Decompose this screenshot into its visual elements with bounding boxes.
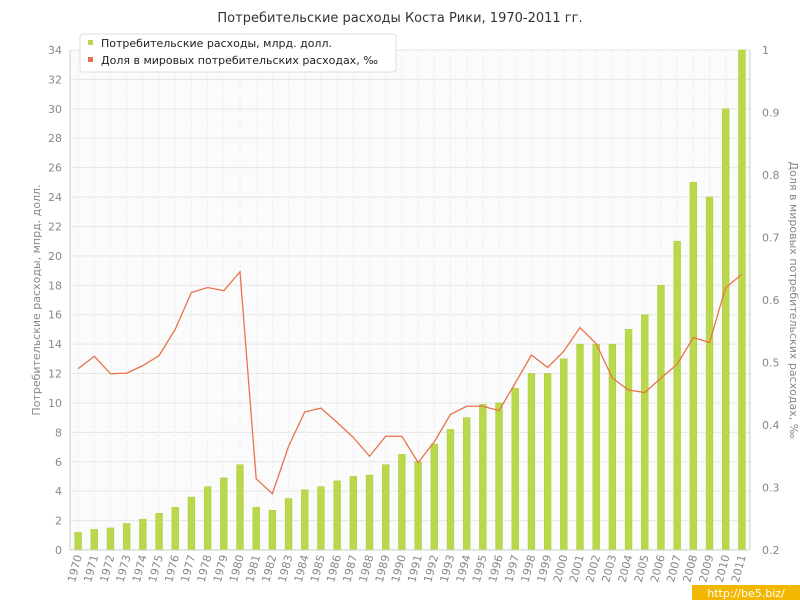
legend-label-line: Доля в мировых потребительских расходах,… bbox=[101, 54, 378, 67]
bar bbox=[641, 314, 649, 551]
bar bbox=[446, 429, 455, 551]
y2-tick-label: 0.2 bbox=[762, 544, 780, 557]
left-axis-label: Потребительские расходы, мпрд. долл. bbox=[30, 184, 43, 415]
y-tick-label: 32 bbox=[48, 73, 62, 86]
y-tick-label: 6 bbox=[55, 456, 62, 469]
bar bbox=[317, 486, 325, 551]
y-tick-label: 20 bbox=[48, 250, 62, 263]
y2-tick-label: 1 bbox=[762, 44, 769, 57]
bar bbox=[171, 507, 179, 551]
line-path bbox=[77, 270, 743, 495]
bar bbox=[463, 417, 471, 551]
watermark: http://be5.biz/ bbox=[692, 585, 800, 600]
y-tick-label: 26 bbox=[48, 162, 62, 175]
bar bbox=[220, 477, 228, 551]
y-tick-label: 18 bbox=[48, 279, 62, 292]
y-tick-label: 34 bbox=[48, 44, 62, 57]
y-tick-label: 4 bbox=[55, 485, 62, 498]
y-tick-label: 10 bbox=[48, 397, 62, 410]
bar bbox=[430, 443, 438, 551]
y-tick-label: 12 bbox=[48, 368, 62, 381]
bar bbox=[689, 182, 697, 551]
bar bbox=[543, 373, 552, 551]
bar bbox=[284, 498, 293, 551]
y2-tick-label: 0.9 bbox=[762, 107, 780, 120]
bar bbox=[511, 387, 519, 551]
x-ticks: 1970197119721973197419751976197719781979… bbox=[65, 553, 749, 583]
bar bbox=[382, 464, 390, 551]
bar bbox=[495, 402, 503, 551]
bar bbox=[657, 285, 665, 551]
bar bbox=[608, 343, 617, 551]
bar bbox=[333, 480, 341, 551]
y-tick-label: 8 bbox=[55, 426, 62, 439]
bar bbox=[203, 486, 212, 551]
bar bbox=[673, 240, 681, 551]
bar bbox=[301, 489, 309, 551]
watermark-text: http://be5.biz/ bbox=[707, 587, 785, 600]
bar bbox=[252, 507, 260, 551]
y2-tick-label: 0.5 bbox=[762, 357, 780, 370]
bar bbox=[560, 358, 568, 551]
y2-tick-label: 0.3 bbox=[762, 482, 780, 495]
legend-swatch-bars bbox=[88, 40, 93, 45]
bar bbox=[236, 464, 244, 551]
bar bbox=[139, 518, 147, 551]
y-tick-label: 30 bbox=[48, 103, 62, 116]
bar bbox=[414, 461, 422, 551]
right-y-ticks: 0.2 0.3 0.4 0.5 0.6 0.7 0.8 0.9 1 bbox=[762, 44, 780, 557]
bar bbox=[592, 343, 600, 551]
bar bbox=[479, 404, 487, 551]
y-tick-label: 14 bbox=[48, 338, 62, 351]
y-tick-label: 28 bbox=[48, 132, 62, 145]
grid bbox=[70, 49, 750, 551]
y-tick-label: 16 bbox=[48, 309, 62, 322]
bar bbox=[74, 532, 82, 551]
bar bbox=[624, 329, 633, 551]
y2-tick-label: 0.6 bbox=[762, 294, 780, 307]
legend-box bbox=[79, 33, 397, 73]
right-axis-label: Доля в мировых потребительских расходах,… bbox=[787, 162, 800, 439]
bar bbox=[576, 343, 584, 551]
bar bbox=[722, 108, 730, 551]
bar-series bbox=[74, 49, 746, 551]
bar bbox=[705, 196, 714, 551]
y2-tick-label: 0.8 bbox=[762, 169, 780, 182]
y2-tick-label: 0.4 bbox=[762, 419, 780, 432]
y-tick-label: 0 bbox=[55, 544, 62, 557]
y-tick-label: 22 bbox=[48, 220, 62, 233]
legend-swatch-line bbox=[88, 57, 93, 62]
axes bbox=[69, 50, 751, 551]
bar bbox=[90, 529, 98, 551]
legend: Потребительские расходы, млрд. долл. Дол… bbox=[79, 33, 397, 73]
plot-area bbox=[70, 50, 750, 550]
y-tick-label: 2 bbox=[55, 515, 62, 528]
y-tick-label: 24 bbox=[48, 191, 62, 204]
bar bbox=[738, 49, 746, 551]
y2-tick-label: 0.7 bbox=[762, 232, 780, 245]
bar bbox=[349, 476, 357, 551]
bar bbox=[187, 496, 196, 551]
line-series bbox=[77, 270, 743, 495]
legend-label-bars: Потребительские расходы, млрд. долл. bbox=[101, 37, 332, 50]
bar bbox=[155, 512, 163, 551]
bar bbox=[398, 454, 406, 551]
bar bbox=[527, 373, 536, 551]
bar bbox=[365, 474, 374, 551]
chart-title: Потребительские расходы Коста Рики, 1970… bbox=[217, 11, 582, 26]
bar bbox=[106, 527, 115, 551]
bar bbox=[268, 510, 277, 551]
bar bbox=[123, 523, 131, 551]
